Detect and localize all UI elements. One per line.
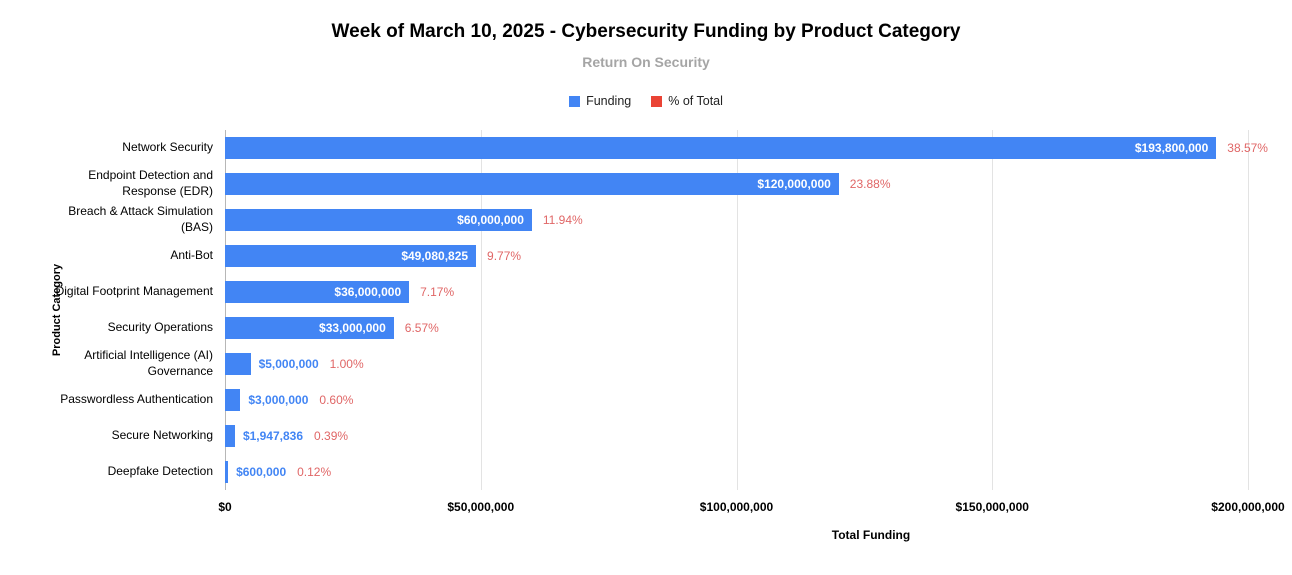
bar-track: $3,000,000 0.60%: [225, 389, 1248, 411]
legend-item-pct[interactable]: % of Total: [651, 94, 723, 108]
gridline: [992, 130, 994, 490]
legend-item-funding[interactable]: Funding: [569, 94, 631, 108]
percent-label: 0.39%: [314, 429, 349, 443]
bar-track: $60,000,000 11.94%: [225, 209, 1248, 231]
bar-row: Passwordless Authentication $3,000,000 0.6…: [0, 382, 1292, 418]
percent-label: 23.88%: [849, 177, 891, 191]
pct-swatch-icon: [651, 95, 663, 107]
category-label: Artificial Intelligence (AI) Governance: [84, 348, 213, 378]
legend-label-funding: Funding: [586, 94, 632, 108]
funding-bar[interactable]: $33,000,000: [225, 317, 394, 339]
legend: Funding % of Total: [0, 94, 1292, 108]
category-label: Endpoint Detection and Response (EDR): [88, 168, 213, 198]
bar-track: $193,800,000 38.57%: [225, 137, 1268, 159]
bar-row: Anti-Bot $49,080,825 9.77%: [0, 238, 1292, 274]
legend-label-pct: % of Total: [668, 94, 723, 108]
bar-track: $600,000 0.12%: [225, 461, 1248, 483]
bar-row: Breach & Attack Simulation (BAS) $60,000,…: [0, 202, 1292, 238]
funding-bar[interactable]: $193,800,000: [225, 137, 1217, 159]
baseline-axis: [225, 130, 226, 490]
category-label: Digital Footprint Management: [55, 284, 213, 299]
funding-value-label: $193,800,000: [1134, 141, 1209, 155]
category-label: Deepfake Detection: [107, 464, 213, 479]
bar-row: Security Operations $33,000,000 6.57%: [0, 310, 1292, 346]
bar-track: $5,000,000 1.00%: [225, 353, 1248, 375]
x-tick-label: $100,000,000: [699, 500, 774, 514]
funding-value-label: $120,000,000: [757, 177, 831, 191]
x-axis-ticks: $0 $50,000,000 $100,000,000 $150,000,000 $20…: [218, 490, 1284, 516]
funding-bar[interactable]: $120,000,000: [225, 173, 839, 195]
funding-value-label: $1,947,836: [242, 429, 304, 443]
bar-row: Artificial Intelligence (AI) Governance $…: [0, 346, 1292, 382]
x-tick-label: $0: [218, 500, 232, 514]
category-label: Breach & Attack Simulation (BAS): [68, 204, 213, 234]
funding-value-label: $5,000,000: [258, 357, 319, 371]
percent-label: 7.17%: [420, 285, 455, 299]
x-tick-label: $150,000,000: [955, 500, 1029, 514]
bar-track: $1,947,836 0.39%: [225, 425, 1248, 447]
percent-label: 11.94%: [542, 213, 583, 227]
funding-value-label: $49,080,825: [401, 249, 469, 263]
x-tick-label: $200,000,000: [1211, 500, 1285, 514]
funding-value-label: $3,000,000: [248, 393, 309, 407]
category-label: Security Operations: [107, 320, 213, 335]
plot-area: Network Security $193,800,000 38.57% Endpoi…: [0, 130, 1292, 516]
funding-bar[interactable]: $60,000,000: [225, 209, 532, 231]
percent-label: 38.57%: [1227, 141, 1268, 155]
category-label: Network Security: [122, 140, 213, 155]
gridline: [1248, 130, 1249, 490]
funding-value-label: $33,000,000: [319, 321, 386, 335]
funding-swatch-icon: [569, 95, 581, 107]
funding-bar[interactable]: [225, 389, 241, 411]
funding-bar[interactable]: [225, 353, 251, 375]
percent-label: 0.12%: [297, 465, 332, 479]
funding-value-label: $60,000,000: [457, 213, 524, 227]
percent-label: 1.00%: [329, 357, 364, 371]
bar-rows: Network Security $193,800,000 38.57% Endpoi…: [0, 130, 1292, 490]
funding-bar[interactable]: $49,080,825: [225, 245, 477, 267]
category-label: Anti-Bot: [170, 248, 213, 263]
gridline: [736, 130, 738, 490]
bar-track: $33,000,000 6.57%: [225, 317, 1248, 339]
percent-label: 0.60%: [319, 393, 354, 407]
funding-bar[interactable]: $36,000,000: [225, 281, 410, 303]
bar-track: $49,080,825 9.77%: [225, 245, 1248, 267]
bar-row: Secure Networking $1,947,836 0.39%: [0, 418, 1292, 454]
bar-row: Endpoint Detection and Response (EDR) $12…: [0, 166, 1292, 202]
percent-label: 6.57%: [404, 321, 439, 335]
bar-track: $120,000,000 23.88%: [225, 173, 1248, 195]
gridlines: [225, 130, 1249, 490]
chart-subtitle: Return On Security: [582, 54, 710, 70]
funding-bar[interactable]: [225, 425, 235, 447]
category-label: Passwordless Authentication: [60, 392, 213, 407]
category-label: Secure Networking: [111, 428, 213, 443]
x-tick-label: $50,000,000: [447, 500, 515, 514]
chart-title: Week of March 10, 2025 - Cybersecurity F…: [331, 21, 961, 42]
funding-bar[interactable]: [225, 461, 229, 483]
bar-row: Network Security $193,800,000 38.57%: [0, 130, 1292, 166]
bar-row: Deepfake Detection $600,000 0.12%: [0, 454, 1292, 490]
x-axis-title: Total Funding: [831, 528, 911, 542]
funding-value-label: $600,000: [236, 465, 287, 479]
gridline: [480, 130, 482, 490]
percent-label: 9.77%: [487, 249, 522, 263]
funding-value-label: $36,000,000: [334, 285, 402, 299]
bar-row: Digital Footprint Management $36,000,000 7…: [0, 274, 1292, 310]
bar-track: $36,000,000 7.17%: [225, 281, 1248, 303]
